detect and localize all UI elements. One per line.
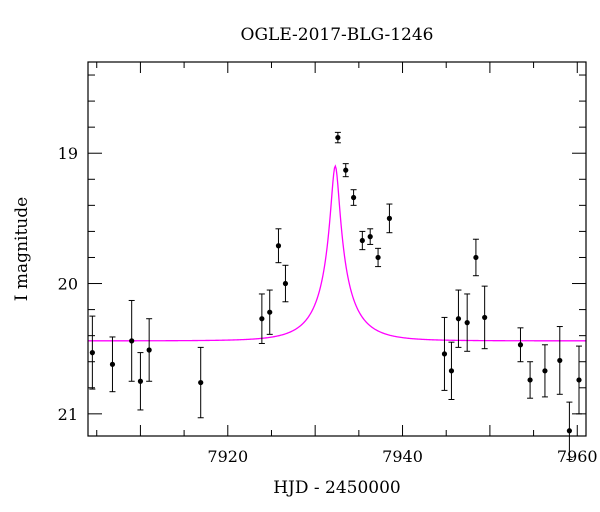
data-point <box>282 264 289 303</box>
data-point <box>258 293 265 344</box>
point-marker <box>267 309 273 315</box>
data-points <box>89 131 583 460</box>
chart-title: OGLE-2017-BLG-1246 <box>241 25 434 45</box>
point-marker <box>482 314 488 321</box>
data-point <box>128 299 135 382</box>
y-tick-label: 21 <box>58 405 78 424</box>
point-marker <box>198 379 204 386</box>
point-marker <box>375 254 381 261</box>
point-marker <box>343 167 349 173</box>
data-point <box>146 318 153 382</box>
point-marker <box>259 316 265 322</box>
data-point <box>367 228 374 245</box>
data-point <box>481 285 488 350</box>
point-marker <box>566 428 573 434</box>
point-marker <box>464 320 470 326</box>
axis-ticks <box>88 62 586 436</box>
data-point <box>350 189 357 206</box>
data-point <box>197 346 204 419</box>
point-marker <box>359 237 365 244</box>
data-point <box>527 361 534 399</box>
point-marker <box>146 347 152 353</box>
data-point <box>89 315 96 390</box>
data-point <box>137 352 144 411</box>
point-marker <box>455 316 462 322</box>
data-point <box>472 238 479 277</box>
y-tick-label: 20 <box>58 275 78 294</box>
point-marker <box>367 234 373 240</box>
point-marker <box>473 254 479 261</box>
point-marker <box>89 349 95 356</box>
y-axis-label: I magnitude <box>12 197 32 301</box>
x-axis-label: HJD - 2450000 <box>273 478 401 498</box>
data-point <box>455 289 462 348</box>
y-tick-labels: 19 20 21 <box>58 144 78 424</box>
data-point <box>464 293 471 352</box>
data-point <box>566 401 573 460</box>
data-point <box>576 345 583 415</box>
x-tick-label: 7940 <box>382 447 423 466</box>
point-marker <box>129 338 135 344</box>
plot-frame <box>87 61 587 437</box>
model-curve <box>88 164 587 342</box>
data-point <box>266 289 273 335</box>
point-marker <box>335 134 341 141</box>
point-marker <box>282 280 289 287</box>
point-marker <box>441 351 448 357</box>
data-point <box>334 131 341 144</box>
data-point <box>275 228 282 264</box>
data-point <box>556 326 563 395</box>
point-marker <box>137 378 144 384</box>
x-tick-label: 7960 <box>557 447 598 466</box>
point-marker <box>557 357 563 364</box>
data-point <box>448 341 455 401</box>
x-tick-labels: 7920 7940 7960 <box>207 447 597 466</box>
point-marker <box>517 342 524 348</box>
x-tick-label: 7920 <box>207 447 248 466</box>
y-tick-label: 19 <box>58 144 78 163</box>
data-point <box>109 336 116 393</box>
data-point <box>541 344 548 398</box>
point-marker <box>109 361 116 367</box>
data-point <box>517 327 524 363</box>
data-point <box>342 163 349 178</box>
data-point <box>359 230 366 251</box>
data-point <box>386 203 393 234</box>
point-marker <box>275 243 282 249</box>
data-point <box>441 316 448 391</box>
point-marker <box>527 377 533 383</box>
point-marker <box>448 368 455 374</box>
data-point <box>375 247 382 268</box>
point-marker <box>576 377 582 383</box>
point-marker <box>386 215 393 221</box>
point-marker <box>542 368 548 374</box>
point-marker <box>351 194 357 201</box>
